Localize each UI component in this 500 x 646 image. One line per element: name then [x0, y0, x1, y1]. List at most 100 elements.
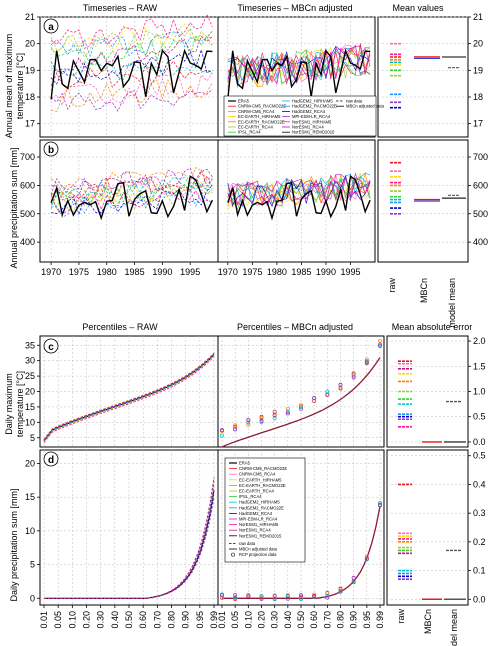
raw-series-line	[50, 23, 213, 53]
percentile-raw-curve	[43, 356, 215, 444]
rcp-projection-point	[325, 593, 330, 598]
x-tick-label: 1980	[267, 267, 287, 277]
adjusted-series-line	[227, 176, 371, 206]
y-tick-label: 400	[20, 237, 35, 247]
raw-series-line	[50, 179, 213, 209]
y-tick-label: 21	[25, 12, 35, 22]
x-tick-label: 1970	[41, 267, 61, 277]
y-tick-label-right: 17	[473, 119, 483, 129]
panel-d-letter: d	[48, 455, 54, 466]
raw-series-line	[51, 185, 213, 216]
frame-mae	[386, 449, 469, 606]
y-tick-label-right: 0.4	[473, 479, 486, 489]
legend-swatch-rcp	[231, 552, 235, 557]
x-tick-label: 0.99	[209, 611, 219, 629]
x-tick-label: 0.20	[257, 611, 267, 629]
rcp-projection-point	[259, 419, 264, 423]
y-tick-label-right: 0.1	[473, 566, 486, 576]
percentile-adjusted-curve	[221, 357, 381, 448]
adjusted-series-line	[227, 45, 371, 84]
raw-series-line	[50, 13, 213, 49]
cat-mbcn-b: MBCn	[419, 278, 429, 303]
raw-series-line	[50, 31, 213, 58]
rcp-projection-point	[299, 594, 303, 599]
legend-raw-data: raw data	[239, 541, 256, 546]
legend-panel-a: ERA5CNRM-CM5_RACMO22ECNRM-CM5_RCA4EC-EAR…	[223, 95, 385, 137]
x-tick-label: 0.95	[362, 611, 372, 629]
legend-entry: MPI-ESM-LR_RCA4	[292, 114, 331, 119]
x-tick-label: 0.70	[152, 611, 162, 629]
raw-series-line	[50, 27, 213, 57]
y-tick-label-right: 0.5	[473, 412, 486, 422]
rcp-projection-point	[364, 556, 369, 561]
legend-entry: EC-EARTH_RACMO22E	[238, 119, 285, 124]
x-tick-label: 1990	[152, 267, 172, 277]
rcp-projection-point	[233, 593, 238, 597]
rcp-projection-point	[233, 423, 238, 428]
rcp-projection-point	[285, 411, 290, 416]
y-tick-label: 15	[25, 492, 35, 502]
legend-rcp-data: RCP projection data	[239, 552, 277, 557]
panel-c-badge	[43, 338, 59, 354]
y-tick-label: 500	[20, 209, 35, 219]
x-tick-label: 0.05	[53, 611, 63, 629]
legend-entry: MPI-ESM-LR_RCA4	[239, 517, 278, 522]
rcp-projection-point	[259, 597, 264, 601]
y-tick-label: 20	[25, 387, 35, 397]
y-tick-label: 18	[25, 92, 35, 102]
legend-entry: EC-EARTH_HIRHAM5	[239, 477, 282, 482]
panel-c-letter: c	[48, 342, 54, 353]
rcp-projection-point	[378, 502, 382, 507]
raw-series-line	[50, 178, 213, 205]
y-tick-label: 25	[25, 371, 35, 381]
rcp-projection-point	[246, 593, 251, 597]
panel-b-badge	[43, 141, 59, 157]
legend-entry: HadGEM2_RACMO22E	[239, 505, 284, 510]
legend-entry: NorESM1_REMO2015	[239, 533, 282, 538]
raw-series-line	[51, 175, 213, 201]
x-tick-label: 0.20	[82, 611, 92, 629]
x-tick-label: 1995	[180, 267, 200, 277]
cat-raw-b: raw	[387, 278, 397, 293]
rcp-projection-point	[299, 597, 303, 601]
rcp-projection-point	[338, 589, 343, 594]
legend-entry: HadGEM2_RACMO22E	[292, 104, 337, 109]
x-tick-label: 1990	[316, 267, 336, 277]
y-tick-label-right: 21	[473, 12, 483, 22]
ylabel-a-line1: Annual mean of maximum	[4, 34, 14, 139]
legend-entry: NorESM1_RCA4	[292, 125, 324, 130]
era5-line-raw	[50, 48, 213, 100]
ylabel-c-line2: temperature [°C]	[15, 371, 25, 437]
adjusted-series-line	[227, 172, 371, 207]
cat-raw-d: raw	[396, 609, 406, 624]
legend-entry: NorESM1_RCA4	[239, 528, 271, 533]
x-tick-label: 0.95	[195, 611, 205, 629]
raw-series-line	[50, 189, 213, 214]
y-tick-label-right: 0.0	[473, 437, 486, 447]
title-percentiles-adjusted: Percentiles – MBCn adjusted	[237, 322, 353, 332]
raw-series-line	[50, 48, 213, 85]
panel-a: 17 18 19 20 21 17 18 19 20 21	[25, 12, 483, 138]
legend-panel-d: ERA5CNRM-CM5_RACMO22ECNRM-CM5_RCA4EC-EAR…	[224, 457, 306, 563]
raw-series-line	[50, 73, 213, 107]
cat-model-mean-d: model mean	[449, 609, 459, 646]
rcp-projection-point	[272, 593, 277, 598]
legend-entry: HadGEM2_RCA4	[239, 511, 273, 516]
adjusted-series-line	[227, 174, 371, 210]
legend-entry: CNRM-CM5_RCA4	[238, 109, 275, 114]
raw-series-line	[50, 34, 213, 66]
title-timeseries-adjusted: Timeseries – MBCn adjusted	[237, 3, 352, 13]
x-tick-label: 0.01	[217, 611, 227, 629]
panel-a-badge	[43, 18, 59, 34]
legend-entry: CNRM-CM5_RCA4	[239, 472, 276, 477]
rcp-projection-point	[351, 375, 356, 380]
rcp-projection-point	[378, 501, 382, 506]
era5-line-adjusted	[227, 48, 371, 100]
panel-b-letter: b	[48, 145, 54, 156]
legend-entry: EC-EARTH_RCA4	[238, 125, 273, 130]
x-tick-label: 0.10	[243, 611, 253, 629]
y-tick-label-right: 0.5	[473, 451, 486, 461]
rcp-projection-point	[299, 592, 303, 597]
legend-entry: EC-EARTH_RCA4	[239, 489, 274, 494]
raw-series-line	[50, 167, 213, 195]
